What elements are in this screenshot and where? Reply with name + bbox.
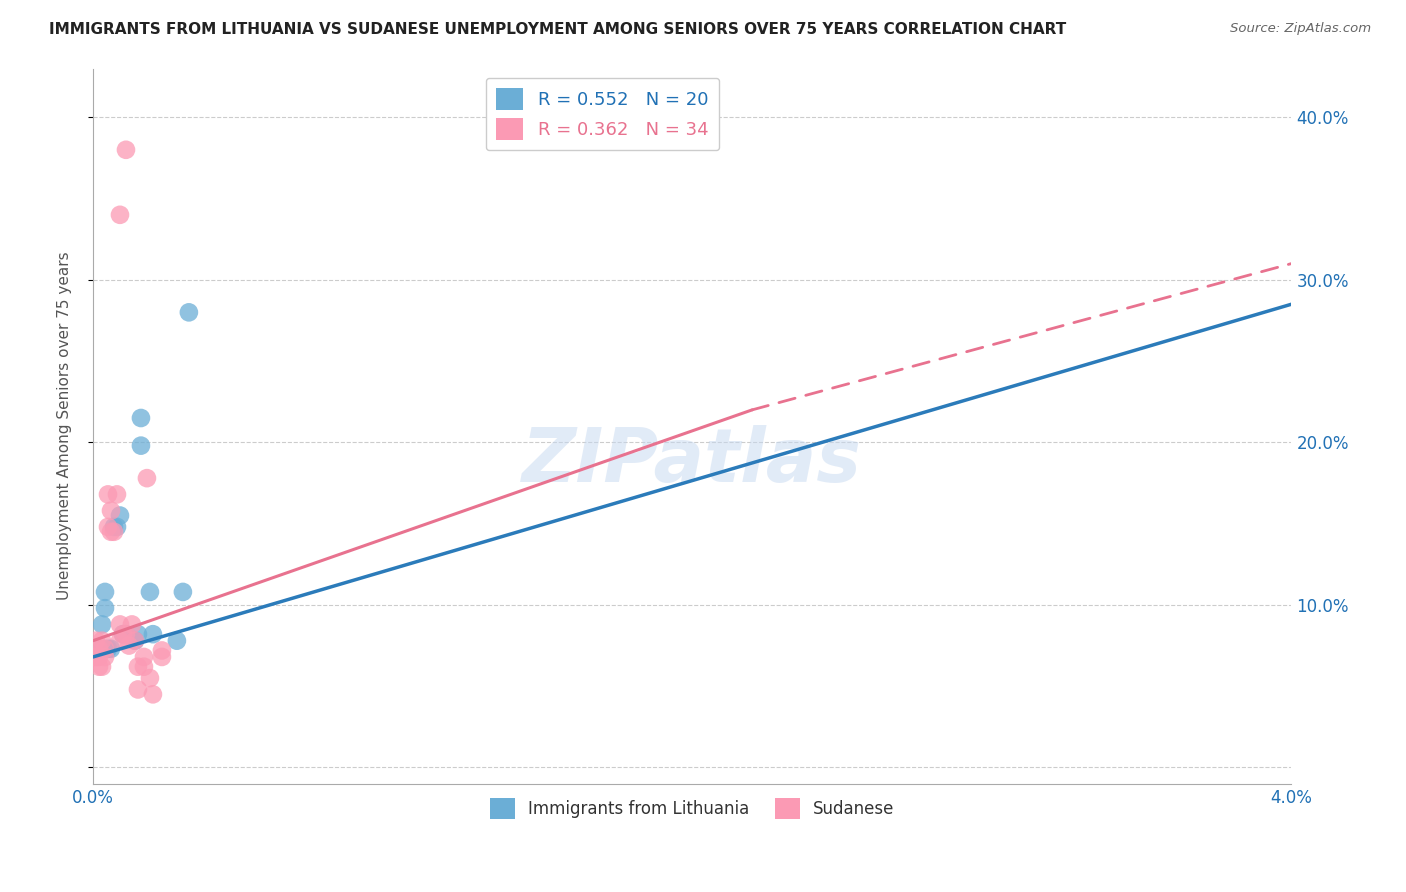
Text: Source: ZipAtlas.com: Source: ZipAtlas.com — [1230, 22, 1371, 36]
Point — [111, 627, 134, 641]
Point — [115, 143, 138, 157]
Point — [87, 649, 110, 664]
Point — [166, 633, 188, 648]
Point — [129, 411, 152, 425]
Point — [111, 627, 134, 641]
Point — [97, 641, 120, 656]
Point — [118, 639, 141, 653]
Point — [87, 659, 110, 673]
Point — [100, 503, 122, 517]
Point — [139, 585, 162, 599]
Point — [105, 520, 128, 534]
Point — [142, 687, 165, 701]
Point — [103, 524, 125, 539]
Point — [94, 649, 117, 664]
Point — [177, 305, 200, 319]
Legend: Immigrants from Lithuania, Sudanese: Immigrants from Lithuania, Sudanese — [484, 792, 901, 825]
Point — [108, 208, 131, 222]
Point — [115, 627, 138, 641]
Point — [124, 633, 146, 648]
Point — [84, 649, 107, 664]
Point — [100, 641, 122, 656]
Point — [124, 633, 146, 648]
Point — [97, 487, 120, 501]
Point — [115, 627, 138, 641]
Point — [139, 671, 162, 685]
Text: ZIPatlas: ZIPatlas — [522, 425, 862, 499]
Point — [127, 627, 149, 641]
Point — [172, 585, 194, 599]
Point — [108, 633, 131, 648]
Point — [108, 508, 131, 523]
Point — [127, 659, 149, 673]
Point — [91, 617, 114, 632]
Point — [87, 641, 110, 656]
Point — [105, 487, 128, 501]
Point — [97, 520, 120, 534]
Point — [91, 633, 114, 648]
Point — [127, 682, 149, 697]
Point — [150, 643, 173, 657]
Point — [94, 601, 117, 615]
Point — [94, 641, 117, 656]
Point — [136, 471, 159, 485]
Point — [87, 641, 110, 656]
Point — [132, 659, 155, 673]
Point — [150, 649, 173, 664]
Point — [100, 524, 122, 539]
Point — [94, 585, 117, 599]
Point — [108, 617, 131, 632]
Text: IMMIGRANTS FROM LITHUANIA VS SUDANESE UNEMPLOYMENT AMONG SENIORS OVER 75 YEARS C: IMMIGRANTS FROM LITHUANIA VS SUDANESE UN… — [49, 22, 1067, 37]
Point — [91, 659, 114, 673]
Y-axis label: Unemployment Among Seniors over 75 years: Unemployment Among Seniors over 75 years — [58, 252, 72, 600]
Point — [132, 649, 155, 664]
Point — [129, 439, 152, 453]
Point — [83, 649, 105, 664]
Point — [142, 627, 165, 641]
Point — [121, 617, 143, 632]
Point — [84, 633, 107, 648]
Point — [103, 520, 125, 534]
